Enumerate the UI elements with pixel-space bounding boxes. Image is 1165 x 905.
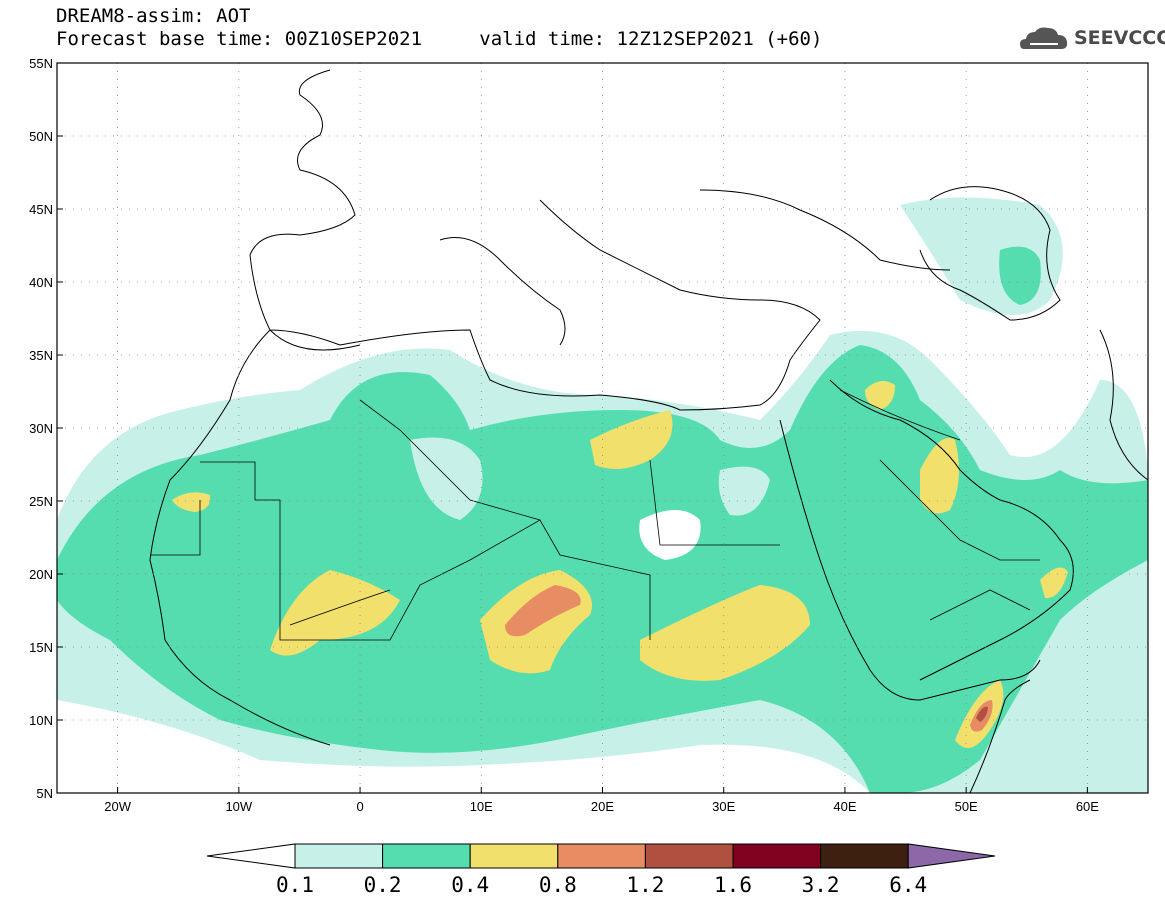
lat-tick-label: 10N (29, 713, 53, 728)
aot-band-0.8-chad (505, 585, 581, 637)
colorbar-swatch (469, 843, 559, 869)
lon-tick-label: 30E (712, 799, 735, 814)
aot-band-1.2-somalia (976, 706, 988, 722)
lon-tick-label: 60E (1076, 799, 1099, 814)
lon-tick-label: 20W (104, 799, 131, 814)
valid-time: valid time: 12Z12SEP2021 (+60) (479, 28, 823, 50)
colorbar-label: 0.2 (364, 873, 402, 897)
aot-band-0.4-libya (590, 410, 673, 469)
colorbar-label: 6.4 (889, 873, 927, 897)
lon-tick-label: 10E (470, 799, 493, 814)
axis-ticks: 20W 10W 0 10E 20E 30E 40E 50E 60E 55N 50N 45N 40N 35N… (29, 56, 1099, 814)
lat-tick-label: 15N (29, 640, 53, 655)
colorbar-swatch (644, 843, 734, 869)
lon-tick-label: 20E (591, 799, 614, 814)
lon-tick-label: 0 (356, 799, 363, 814)
map-title: DREAM8-assim: AOT (56, 5, 251, 27)
lon-tick-label: 40E (833, 799, 856, 814)
lon-tick-label: 10W (225, 799, 252, 814)
lat-tick-label: 35N (29, 348, 53, 363)
colorbar-label: 1.6 (714, 873, 752, 897)
aot-band-0.4-mali (270, 570, 400, 656)
aot-band-0.2 (57, 345, 1148, 793)
aot-field (57, 197, 1148, 793)
aot-band-0.4-iraq (865, 381, 895, 410)
colorbar-over-triangle (907, 843, 996, 869)
forecast-times: Forecast base time: 00Z10SEP2021 valid t… (56, 29, 822, 49)
seevccc-logo: SEEVCCC (1074, 27, 1165, 49)
aot-band-0.2-caspian (999, 246, 1041, 305)
aot-band-0.4-oman (1040, 567, 1068, 599)
colorbar-swatch (820, 843, 909, 869)
colorbar-swatch (382, 843, 471, 869)
lat-tick-label: 55N (29, 56, 53, 71)
gridlines (57, 62, 1148, 794)
colorbar-swatch (294, 843, 384, 869)
country-borders (150, 389, 1040, 641)
lat-tick-label: 20N (29, 567, 53, 582)
colorbar-swatch (557, 843, 646, 869)
aot-clear-egypt (718, 466, 770, 516)
colorbar-label: 0.4 (451, 873, 489, 897)
cloud-icon (1020, 27, 1068, 49)
lat-tick-label: 50N (29, 129, 53, 144)
lat-tick-label: 30N (29, 421, 53, 436)
lat-tick-label: 45N (29, 202, 53, 217)
aot-band-0.4-westsahara (172, 492, 211, 512)
lat-tick-label: 5N (36, 786, 53, 801)
lon-tick-label: 50E (955, 799, 978, 814)
lat-tick-label: 40N (29, 275, 53, 290)
colorbar-label: 1.2 (626, 873, 664, 897)
colorbar-under-triangle (206, 843, 296, 869)
aot-clear-libya (639, 510, 701, 560)
colorbar-swatch (732, 843, 822, 869)
colorbar-label: 0.1 (276, 873, 314, 897)
colorbar-label: 3.2 (802, 873, 840, 897)
colorbar-label: 0.8 (539, 873, 577, 897)
coastlines (149, 69, 1148, 793)
aot-band-0.4-sudan (640, 585, 810, 681)
lat-tick-label: 25N (29, 494, 53, 509)
base-time: Forecast base time: 00Z10SEP2021 (56, 28, 423, 50)
